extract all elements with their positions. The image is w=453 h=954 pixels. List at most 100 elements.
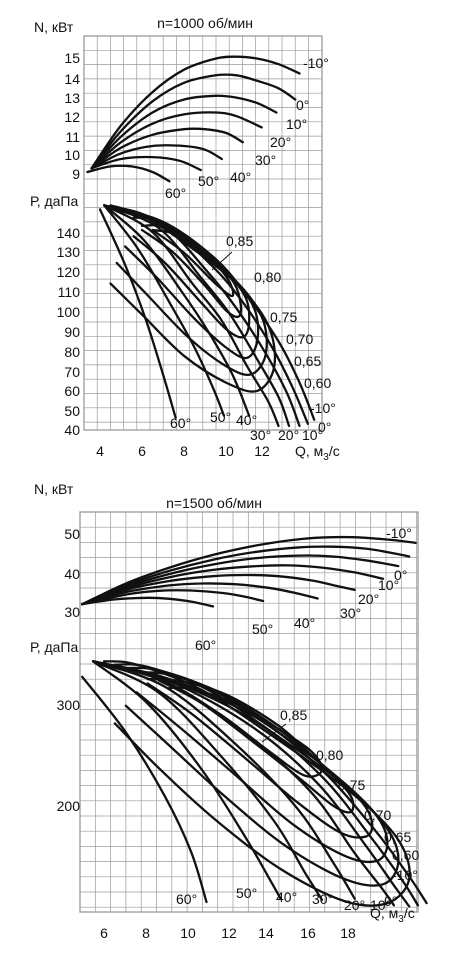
panel-1-efficiency-label: 0,65 xyxy=(294,353,321,369)
panel-2-power-curve-40° xyxy=(81,582,319,606)
panel-2-x-tick: 14 xyxy=(258,925,274,941)
panel-1-x-tick: 8 xyxy=(180,443,188,459)
panel-2-power-curve-0° xyxy=(81,545,411,606)
panel-2-power-curve-30° xyxy=(81,573,356,606)
panel-1-power-curve-label: 0° xyxy=(296,97,309,113)
panel-2-efficiency-label: 0,65 xyxy=(384,829,411,845)
panel-1-pressure-curve-label: 20° xyxy=(278,427,299,443)
panel-2-label-leader xyxy=(261,723,287,743)
panel-2-title: n=1500 об/мин xyxy=(166,495,262,511)
panel-1-pressure-y-tick: 50 xyxy=(64,403,80,419)
panel-2-frame xyxy=(79,511,419,913)
panel-1-pressure-curve-label: -10° xyxy=(310,400,336,416)
panel-1-power-y-tick: 15 xyxy=(64,50,80,66)
panel-1-power-curve-label: 40° xyxy=(230,169,251,185)
panel-2-power-curve-label: 50° xyxy=(252,621,273,637)
panel-2-pressure-curve-label: 50° xyxy=(236,885,257,901)
panel-2-pressure-curve-label: 40° xyxy=(276,889,297,905)
panel-2-efficiency-contour-0,80 xyxy=(146,677,355,814)
panel-2-x-tick: 12 xyxy=(221,925,237,941)
panel-1-efficiency-contour-0,80 xyxy=(140,224,243,319)
panel-1-power-curve-30° xyxy=(90,127,244,170)
panel-2-power-curve-50° xyxy=(81,589,265,606)
panel-2-power-curve-20° xyxy=(81,564,385,606)
panel-1-power-y-tick: 13 xyxy=(64,90,80,106)
panel-1-pressure-ylabel: Р, даПа xyxy=(30,193,78,209)
panel-1-power-y-tick: 11 xyxy=(65,129,80,145)
panel-1-pressure-y-tick: 100 xyxy=(57,304,81,320)
panel-1-pressure-y-tick: 120 xyxy=(57,264,81,280)
panel-1-pressure-y-tick: 90 xyxy=(64,324,80,340)
panel-2-power-curve-label: -10° xyxy=(386,525,412,541)
panel-2-power-curve-label: 30° xyxy=(340,605,361,621)
panel-2-pressure-ylabel: Р, даПа xyxy=(30,639,78,655)
panel-2-power-curve-label: 60° xyxy=(195,637,216,653)
panel-1-power-curve-40° xyxy=(90,144,223,170)
panel-1-pressure-y-tick: 110 xyxy=(58,284,81,300)
panel-2-power-curve-label: 20° xyxy=(358,591,379,607)
panel-1-efficiency-label: 0,60 xyxy=(304,375,331,391)
panel-1-efficiency-contour-0,85 xyxy=(151,228,235,298)
panel-2-power-curve-label: 0° xyxy=(394,567,407,583)
panel-1-power-curve-60° xyxy=(86,164,171,183)
panel-1-power-ylabel: N, кВт xyxy=(34,19,74,35)
panel-2-efficiency-label: 0,80 xyxy=(316,747,343,763)
panel-2-power-curve-10° xyxy=(81,554,400,606)
panel-2-x-tick: 10 xyxy=(180,925,196,941)
panel-1-efficiency-label: 0,85 xyxy=(226,233,253,249)
panel-1-power-y-tick: 14 xyxy=(64,71,80,87)
panel-1-efficiency-label: 0,80 xyxy=(254,269,281,285)
panel-1-power-y-tick: 12 xyxy=(64,109,80,125)
panel-2-efficiency-contour-0,65 xyxy=(113,663,400,887)
panel-2-x-tick: 16 xyxy=(300,925,316,941)
panel-1-pressure-y-tick: 70 xyxy=(64,364,80,380)
panel-1-frame xyxy=(83,35,323,431)
panel-1-pressure-curve-label: 60° xyxy=(170,415,191,431)
panel-1-power-curve-50° xyxy=(90,155,202,172)
panel-1-x-tick: 6 xyxy=(138,443,146,459)
panel-1-efficiency-label: 0,70 xyxy=(286,331,313,347)
panel-2-pressure-curve-20° xyxy=(91,660,396,907)
panel-1-pressure-curve-label: 30° xyxy=(250,427,271,443)
panel-1-x-tick: 4 xyxy=(96,443,104,459)
panel-1-pressure-y-tick: 60 xyxy=(64,383,80,399)
panel-2-power-y-tick: 50 xyxy=(64,526,80,542)
panel-1-title: n=1000 об/мин xyxy=(157,15,253,31)
panel-2-power-curve-label: 10° xyxy=(378,577,399,593)
panel-2-efficiency-label: 0,85 xyxy=(280,707,307,723)
panel-1-pressure-y-tick: 130 xyxy=(57,244,81,260)
panel-1-x-tick: 10 xyxy=(218,443,234,459)
panel-1-power-curve-label: 50° xyxy=(198,173,219,189)
panel-1-pressure-curve-40° xyxy=(103,204,251,417)
panel-2-xlabel: Q, м3/с xyxy=(370,905,415,925)
panel-1-pressure-curve-50° xyxy=(103,204,226,417)
panel-1-xlabel: Q, м3/с xyxy=(295,443,340,463)
panel-1-power-curve-label: 10° xyxy=(286,116,307,132)
panel-1-power-y-tick: 9 xyxy=(72,166,80,182)
panel-2-power-curve-60° xyxy=(81,596,215,608)
panel-2-efficiency-contour-0,60 xyxy=(102,660,411,907)
panel-1-power-curve-0° xyxy=(90,73,297,170)
panel-2-efficiency-contour-0,85 xyxy=(168,686,324,778)
panel-1-power-curve-20° xyxy=(90,111,263,170)
panel-1-grid xyxy=(84,36,322,430)
panel-2-x-tick: 18 xyxy=(340,925,356,941)
panel-2-x-tick: 6 xyxy=(100,925,108,941)
panel-1-power-curve-label: 30° xyxy=(255,152,276,168)
panel-2-power-y-tick: 40 xyxy=(64,566,80,582)
panel-1-power-curve-10° xyxy=(90,94,278,170)
panel-1-x-tick: 12 xyxy=(254,443,270,459)
panel-1-pressure-curve-label: 40° xyxy=(236,412,257,428)
panel-1-power-curve-label: 60° xyxy=(165,185,186,201)
panel-1-pressure-curve-label: 10° xyxy=(302,427,323,443)
panel-2-pressure-curve-label: 60° xyxy=(176,891,197,907)
panel-2-pressure-curve-30° xyxy=(91,660,356,900)
panel-1-pressure-curve-label: 50° xyxy=(210,409,231,425)
panel-1-pressure-y-tick: 80 xyxy=(64,344,80,360)
panel-1-power-curve-label: 20° xyxy=(270,134,291,150)
panel-1-efficiency-label: 0,75 xyxy=(270,309,297,325)
panel-1-power-curve-label: -10° xyxy=(303,55,329,71)
panel-1-label-leader xyxy=(211,251,233,271)
panel-2-power-ylabel: N, кВт xyxy=(34,481,74,497)
